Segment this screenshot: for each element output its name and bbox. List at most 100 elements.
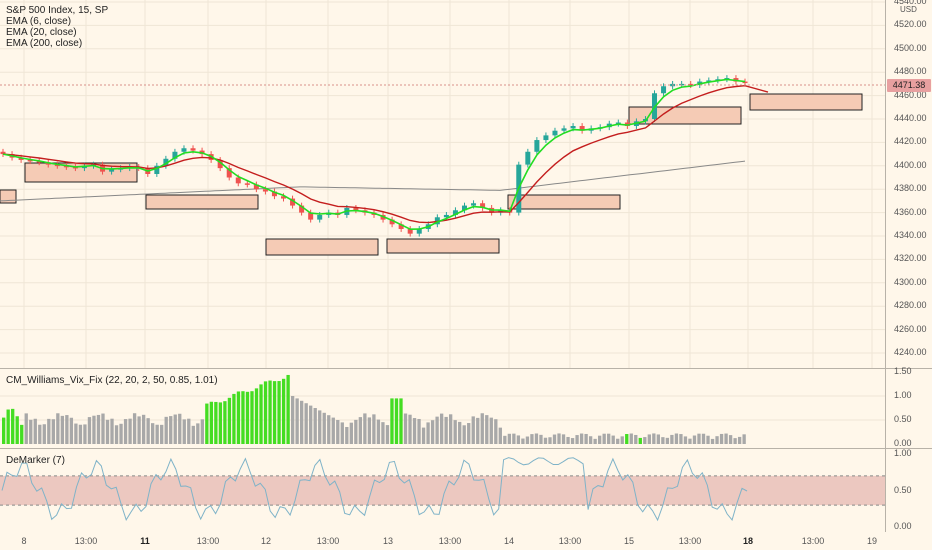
vix-bar: [132, 413, 137, 444]
vix-bar: [114, 425, 119, 444]
vix-bar: [476, 417, 480, 444]
vix-bar: [155, 424, 159, 444]
vix-bar: [128, 418, 132, 444]
price-chart[interactable]: [0, 0, 885, 368]
candle-body: [534, 140, 540, 152]
candle-body: [688, 83, 694, 86]
vix-bar: [69, 417, 74, 444]
demarker-axis[interactable]: 1.00 0.50 0.00: [886, 448, 932, 532]
vix-bar: [218, 402, 223, 444]
pane-divider[interactable]: [0, 368, 932, 369]
candle-body: [579, 126, 585, 131]
vix-bar: [29, 419, 33, 444]
candle-body: [407, 228, 413, 234]
candle-body: [244, 183, 250, 185]
vix-bar: [101, 413, 105, 444]
zone-box: [265, 238, 379, 256]
candle-body: [217, 159, 223, 169]
vix-bar: [123, 419, 128, 444]
vix-bar: [105, 419, 110, 444]
pane-divider[interactable]: [0, 448, 932, 449]
vix-bar: [625, 434, 629, 444]
candle-body: [154, 165, 160, 174]
candle-body: [18, 157, 24, 160]
zone-box: [386, 238, 500, 254]
time-tick-label: 13:00: [196, 536, 220, 546]
vix-bar: [634, 434, 638, 444]
vix-bar: [245, 391, 250, 444]
vix-bar: [376, 419, 381, 444]
price-tick-label: 4520.00: [894, 19, 927, 30]
vix-bar: [616, 438, 620, 444]
vix-bar: [20, 424, 24, 444]
time-tick-label: 13: [382, 536, 394, 546]
candle-body: [253, 184, 259, 190]
candle-body: [290, 198, 296, 206]
candle-body: [299, 205, 305, 213]
vix-axis[interactable]: 1.50 1.00 0.50 0.00: [886, 366, 932, 448]
ema200-line: [0, 160, 746, 202]
vix-bar: [670, 434, 674, 444]
vix-bar: [358, 417, 363, 444]
vix-bar: [412, 418, 417, 444]
vix-bar: [593, 438, 597, 444]
vix-bar: [15, 416, 19, 444]
vix-bar: [643, 437, 647, 444]
vix-bar: [408, 414, 412, 444]
candle-body: [452, 210, 458, 215]
candle-body: [742, 81, 748, 84]
vix-fix-pane[interactable]: CM_Williams_Vix_Fix (22, 20, 2, 50, 0.85…: [0, 369, 885, 448]
time-axis[interactable]: 8 13:00 11 13:00 12 13:00 13 13:00 14 13:00 15 13:0…: [0, 532, 932, 550]
demarker-pane[interactable]: DeMarker (7): [0, 449, 885, 532]
vix-bar: [674, 433, 679, 444]
candle-body: [389, 219, 395, 225]
vix-fix-title: CM_Williams_Vix_Fix (22, 20, 2, 50, 0.85…: [6, 375, 218, 386]
vix-bar: [507, 433, 512, 444]
candle-body: [235, 177, 241, 184]
vix-bar: [539, 434, 543, 444]
vix-bar: [322, 412, 326, 444]
demarker-chart[interactable]: [0, 449, 885, 532]
price-axis[interactable]: 4540.00 4520.00 4500.00 4480.00 4460.00 4440.…: [886, 0, 932, 368]
vix-bar: [300, 400, 304, 444]
candle-body: [172, 151, 178, 159]
candle-body: [706, 80, 712, 82]
candle-body: [271, 191, 277, 197]
vix-bar: [2, 417, 6, 444]
vix-fix-chart[interactable]: [0, 369, 885, 448]
vix-bar: [579, 433, 584, 444]
vix-bar: [471, 416, 475, 444]
price-tick-label: 4460.00: [894, 89, 927, 100]
vix-bar: [498, 427, 502, 444]
vix-bar: [286, 374, 290, 444]
vix-bar: [399, 398, 403, 444]
vix-bar: [647, 434, 651, 444]
vix-bar: [692, 435, 697, 444]
vix-bar: [665, 437, 670, 444]
vix-bar: [435, 416, 439, 444]
vix-bar: [426, 422, 430, 444]
vix-bar: [417, 418, 421, 444]
candle-body: [226, 168, 232, 178]
vix-bar: [196, 423, 200, 444]
zone-box: [145, 194, 259, 210]
vix-bar: [151, 423, 155, 444]
vix-bar: [557, 433, 561, 444]
price-tick-label: 4360.00: [894, 206, 927, 217]
candle-body: [0, 151, 6, 155]
vix-bar: [60, 415, 65, 444]
price-pane[interactable]: S&P 500 Index, 15, SP EMA (6, close) EMA…: [0, 0, 885, 368]
vix-bar: [318, 410, 322, 444]
vix-bar: [354, 419, 358, 444]
demarker-title: DeMarker (7): [6, 455, 65, 466]
candle-body: [353, 207, 359, 211]
vix-bar: [65, 415, 69, 444]
time-tick-label: 13:00: [438, 536, 462, 546]
price-tick-label: 4440.00: [894, 113, 927, 123]
vix-bar: [214, 401, 218, 444]
vix-bar: [683, 436, 688, 444]
vix-bar: [11, 408, 15, 444]
time-tick-label: 13:00: [316, 536, 340, 546]
vix-bar: [403, 413, 408, 444]
zone-box: [507, 194, 621, 210]
